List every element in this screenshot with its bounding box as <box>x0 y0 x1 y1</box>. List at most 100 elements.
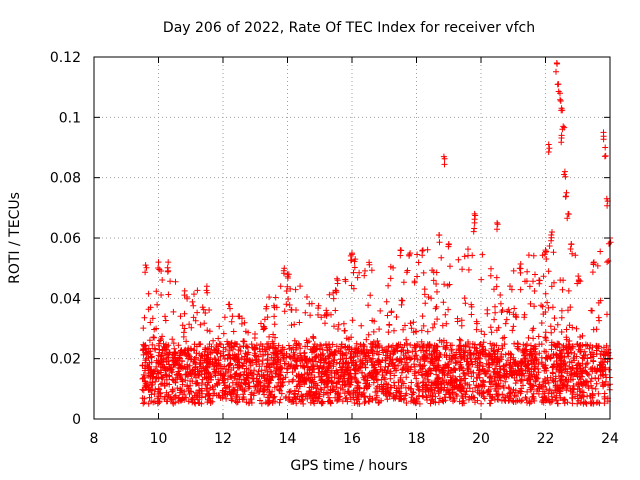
data-point <box>304 363 311 370</box>
data-point <box>440 398 447 405</box>
data-point <box>290 349 297 356</box>
data-point <box>470 351 477 358</box>
data-point <box>200 359 206 366</box>
data-point <box>142 365 149 372</box>
data-point <box>425 367 432 373</box>
data-point <box>563 193 569 200</box>
data-point <box>162 317 169 324</box>
data-point <box>558 372 565 379</box>
data-point <box>235 313 242 320</box>
data-point <box>490 369 497 376</box>
data-point <box>191 371 198 378</box>
data-point <box>440 386 447 393</box>
data-point <box>318 399 325 406</box>
data-point <box>563 387 570 394</box>
data-point <box>166 364 173 370</box>
data-point <box>602 378 609 385</box>
data-point <box>173 371 180 378</box>
data-point <box>547 374 554 381</box>
data-point <box>255 388 262 395</box>
data-point <box>445 243 452 250</box>
data-point <box>579 332 586 339</box>
data-point <box>432 365 439 372</box>
data-point <box>177 313 184 320</box>
data-point <box>544 299 551 306</box>
data-point <box>414 251 421 258</box>
data-point <box>276 399 283 406</box>
data-point <box>322 368 329 375</box>
data-point <box>502 351 509 358</box>
data-point <box>186 369 193 376</box>
data-point <box>171 345 178 352</box>
data-point <box>456 347 463 354</box>
data-point <box>479 366 486 373</box>
data-point <box>340 351 346 358</box>
data-point <box>529 353 536 360</box>
data-point <box>271 313 278 320</box>
data-point <box>251 367 258 374</box>
data-point <box>275 342 282 349</box>
data-point <box>264 360 271 367</box>
data-point <box>175 395 182 402</box>
data-point <box>141 395 148 402</box>
data-point <box>464 356 470 362</box>
data-point <box>167 278 174 285</box>
data-point <box>503 361 510 368</box>
data-point <box>577 376 584 383</box>
data-point <box>309 349 315 356</box>
data-point <box>450 395 457 402</box>
x-tick-label: 12 <box>214 431 232 447</box>
data-point <box>505 306 512 313</box>
data-point <box>413 375 420 382</box>
data-point <box>404 267 411 274</box>
data-point <box>236 359 243 366</box>
data-point <box>370 328 377 335</box>
data-point <box>391 327 397 334</box>
data-point <box>588 366 595 373</box>
data-point <box>338 341 345 348</box>
data-point <box>420 355 427 362</box>
data-point <box>327 344 334 351</box>
data-point <box>215 392 222 399</box>
data-point <box>198 388 205 394</box>
data-point <box>186 391 193 397</box>
data-point <box>354 353 361 360</box>
data-point <box>458 377 465 383</box>
data-point <box>310 398 317 405</box>
data-point <box>557 361 563 368</box>
data-point <box>221 314 228 321</box>
data-point <box>571 355 578 361</box>
data-point <box>347 350 354 357</box>
data-point <box>468 359 475 365</box>
data-point <box>290 344 297 351</box>
data-point <box>553 366 560 372</box>
data-point <box>222 370 229 377</box>
data-point <box>461 349 468 356</box>
data-point <box>557 96 564 103</box>
data-point <box>518 385 525 392</box>
data-point <box>501 341 508 348</box>
data-point <box>302 309 309 316</box>
data-point <box>355 392 362 399</box>
data-point <box>430 277 437 284</box>
data-point <box>348 354 355 361</box>
data-point <box>403 400 410 406</box>
data-point <box>414 341 421 348</box>
data-point <box>190 302 197 309</box>
data-point <box>493 361 500 368</box>
data-point <box>296 373 303 380</box>
data-point <box>563 326 570 333</box>
data-point <box>217 361 224 368</box>
data-point <box>493 283 500 290</box>
data-point <box>216 380 223 387</box>
data-point <box>464 352 471 359</box>
data-point <box>556 347 563 354</box>
data-point <box>365 302 372 309</box>
data-point <box>436 239 443 246</box>
data-point <box>366 395 373 402</box>
data-point <box>531 397 538 404</box>
data-point <box>347 381 354 388</box>
data-point <box>439 377 446 384</box>
data-point <box>211 368 218 375</box>
data-point <box>601 390 608 397</box>
